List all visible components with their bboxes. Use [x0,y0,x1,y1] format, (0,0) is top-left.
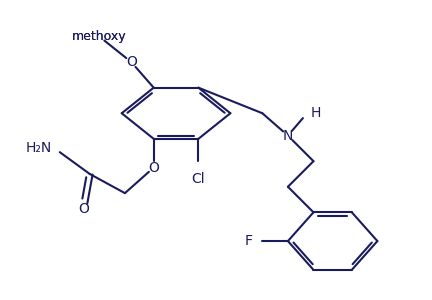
Text: O: O [78,202,89,216]
Text: N: N [283,129,293,142]
Text: H₂N: H₂N [25,141,51,155]
Text: O: O [126,55,137,69]
Text: methoxy: methoxy [72,30,127,43]
Text: Cl: Cl [192,172,205,186]
Text: methoxy: methoxy [72,30,127,43]
Text: O: O [148,160,159,175]
Text: H: H [310,106,321,120]
Text: F: F [245,234,253,248]
